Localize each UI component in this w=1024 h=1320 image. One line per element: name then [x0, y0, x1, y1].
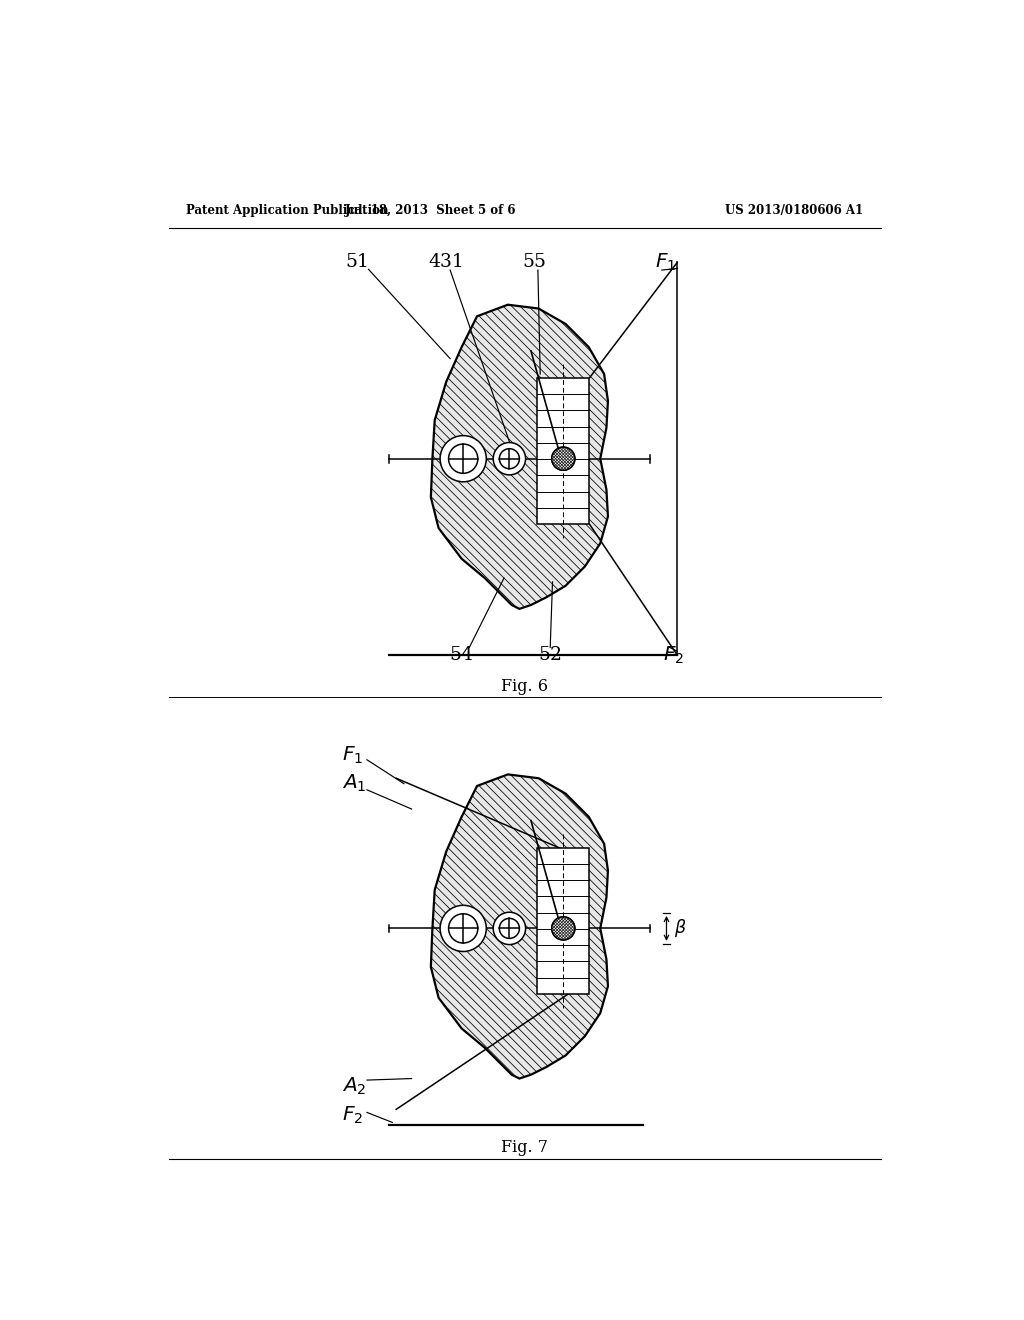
Polygon shape: [431, 305, 608, 609]
Text: 51: 51: [346, 253, 370, 272]
Text: $F_2$: $F_2$: [342, 1105, 364, 1126]
Text: 52: 52: [539, 645, 562, 664]
Text: 54: 54: [450, 645, 474, 664]
Text: Jul. 18, 2013  Sheet 5 of 6: Jul. 18, 2013 Sheet 5 of 6: [345, 205, 517, 218]
Text: $F_1$: $F_1$: [342, 744, 364, 766]
Text: Fig. 7: Fig. 7: [502, 1139, 548, 1156]
Circle shape: [500, 449, 519, 469]
Circle shape: [552, 447, 574, 470]
Text: $\beta$: $\beta$: [674, 917, 687, 940]
Text: Patent Application Publication: Patent Application Publication: [186, 205, 388, 218]
Circle shape: [440, 906, 486, 952]
Circle shape: [449, 444, 478, 474]
Circle shape: [552, 447, 574, 470]
Circle shape: [552, 917, 574, 940]
Circle shape: [440, 436, 486, 482]
Text: $A_2$: $A_2$: [342, 1076, 367, 1097]
Circle shape: [494, 912, 525, 945]
Text: US 2013/0180606 A1: US 2013/0180606 A1: [725, 205, 863, 218]
Text: $F_1$: $F_1$: [655, 252, 676, 273]
Text: Fig. 6: Fig. 6: [502, 678, 548, 696]
Circle shape: [449, 913, 478, 942]
Circle shape: [500, 919, 519, 939]
Bar: [538, 847, 590, 994]
Bar: [538, 378, 590, 524]
Polygon shape: [431, 775, 608, 1078]
Circle shape: [494, 442, 525, 475]
Text: 431: 431: [428, 253, 464, 272]
Text: $F_2$: $F_2$: [663, 644, 684, 665]
Text: 55: 55: [523, 253, 547, 272]
Circle shape: [552, 917, 574, 940]
Text: $A_1$: $A_1$: [342, 774, 367, 795]
